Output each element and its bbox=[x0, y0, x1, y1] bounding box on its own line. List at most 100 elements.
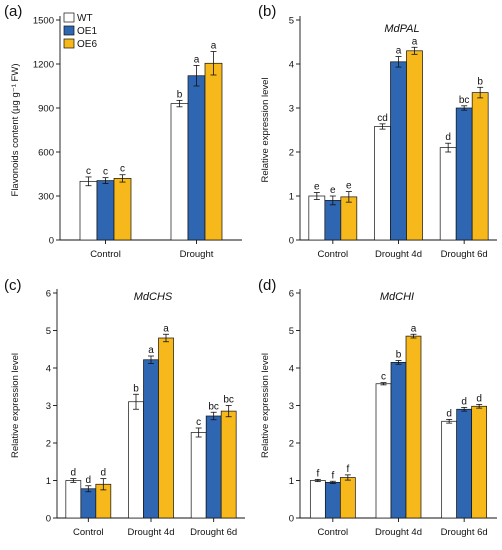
significance-letter: a bbox=[412, 36, 418, 47]
bar-oe6 bbox=[340, 196, 358, 241]
bar-oe6 bbox=[339, 477, 356, 519]
bar-oe1 bbox=[390, 362, 407, 519]
bar-oe1 bbox=[456, 408, 473, 519]
significance-letter: b bbox=[477, 76, 483, 87]
y-tick-label: 1 bbox=[289, 192, 294, 203]
x-tick-label: Drought 4d bbox=[375, 249, 422, 260]
significance-letter: c bbox=[120, 164, 125, 175]
significance-letter: d bbox=[101, 468, 107, 479]
significance-letter: d bbox=[446, 408, 452, 419]
significance-letter: e bbox=[330, 185, 336, 196]
significance-letter: f bbox=[331, 470, 334, 481]
bar-oe1 bbox=[80, 488, 97, 519]
significance-letter: b bbox=[177, 89, 183, 100]
y-tick-label: 0 bbox=[46, 514, 51, 525]
bar-oe1 bbox=[324, 482, 341, 519]
significance-letter: d bbox=[461, 396, 467, 407]
panel-a: (a) Flavonoids content (µg g⁻¹ FW) 0 300 600… bbox=[4, 3, 242, 260]
bar-oe1 bbox=[324, 200, 342, 241]
y-axis-label: Relative expression level bbox=[260, 77, 271, 182]
chart-title: MdCHS bbox=[134, 291, 173, 303]
legend-label: OE1 bbox=[77, 26, 97, 37]
x-tick-label: Control bbox=[73, 527, 104, 538]
x-tick-label: Drought 4d bbox=[127, 527, 174, 538]
bar-oe1 bbox=[187, 75, 206, 241]
bar-wt bbox=[309, 480, 326, 519]
x-tick-label: Drought 6d bbox=[441, 527, 488, 538]
y-tick-label: 0 bbox=[289, 236, 294, 247]
significance-letter: bc bbox=[223, 395, 234, 406]
x-tick-label: Drought 4d bbox=[375, 527, 422, 538]
y-tick-label: 5 bbox=[289, 326, 294, 337]
significance-letter: c bbox=[196, 417, 201, 428]
y-tick-label: 1200 bbox=[33, 60, 54, 71]
bar-oe6 bbox=[113, 178, 132, 241]
bar-oe6 bbox=[220, 410, 237, 519]
legend: WT OE1 OE6 bbox=[63, 12, 97, 50]
significance-letter: d bbox=[86, 475, 92, 486]
y-tick-label: 1 bbox=[46, 476, 51, 487]
bar-oe6 bbox=[406, 50, 423, 241]
significance-letter: c bbox=[381, 372, 386, 383]
bar-wt bbox=[439, 147, 457, 241]
bar-oe6 bbox=[158, 337, 174, 519]
y-tick-label: 0 bbox=[49, 236, 54, 247]
significance-letter: bc bbox=[459, 95, 470, 106]
bar-oe6 bbox=[471, 92, 489, 241]
significance-letter: a bbox=[194, 54, 200, 65]
bar-wt bbox=[308, 195, 326, 241]
significance-letter: c bbox=[103, 167, 108, 178]
x-tick-label: Drought 6d bbox=[441, 249, 488, 260]
y-tick-label: 300 bbox=[38, 192, 54, 203]
y-tick-label: 4 bbox=[289, 364, 294, 375]
bar-oe1 bbox=[205, 415, 222, 519]
bar-oe6 bbox=[471, 405, 488, 519]
significance-letter: d bbox=[445, 132, 451, 143]
chart-title: MdPAL bbox=[384, 23, 419, 35]
bar-oe6 bbox=[405, 335, 422, 519]
y-tick-label: 2 bbox=[289, 148, 294, 159]
significance-letter: c bbox=[86, 166, 91, 177]
y-tick-label: 6 bbox=[289, 289, 294, 300]
bar-oe1 bbox=[96, 180, 115, 241]
bar-wt bbox=[374, 126, 391, 241]
legend-label: OE6 bbox=[77, 39, 97, 50]
significance-letter: f bbox=[316, 468, 319, 479]
y-tick-label: 0 bbox=[289, 514, 294, 525]
y-tick-label: 4 bbox=[46, 364, 51, 375]
panel-c: (c) MdCHS Relative expression level 0 1 2 3 4 5 6… bbox=[4, 277, 245, 538]
bar-oe1 bbox=[455, 107, 473, 241]
y-tick-label: 6 bbox=[46, 289, 51, 300]
significance-letter: f bbox=[346, 464, 349, 475]
significance-letter: b bbox=[133, 383, 139, 394]
y-tick-label: 1 bbox=[289, 476, 294, 487]
y-axis-label: Relative expression level bbox=[260, 353, 271, 458]
significance-letter: cd bbox=[377, 113, 388, 124]
significance-letter: a bbox=[411, 323, 417, 334]
bar-oe1 bbox=[390, 61, 407, 241]
significance-letter: a bbox=[163, 323, 169, 334]
y-tick-label: 1500 bbox=[33, 16, 54, 27]
bar-wt bbox=[128, 401, 144, 519]
panel-b: (b) MdPAL Relative expression level 0 1 2 3 4 5 C… bbox=[258, 3, 497, 260]
panel-label: (a) bbox=[4, 3, 22, 20]
bar-wt bbox=[65, 480, 82, 519]
x-tick-label: Drought bbox=[180, 249, 214, 260]
significance-letter: b bbox=[396, 350, 402, 361]
x-tick-label: Control bbox=[318, 249, 349, 260]
y-tick-label: 2 bbox=[46, 439, 51, 450]
bar-oe1 bbox=[143, 359, 159, 519]
x-tick-label: Drought 6d bbox=[190, 527, 237, 538]
significance-letter: e bbox=[314, 181, 320, 192]
panel-d: (d) MdCHI Relative expression level 0 1 2 3 4 5 6… bbox=[258, 277, 497, 538]
bar-wt bbox=[190, 432, 207, 519]
bar-wt bbox=[441, 420, 458, 519]
y-tick-label: 900 bbox=[38, 104, 54, 115]
y-axis-label: Relative expression level bbox=[10, 353, 21, 458]
panel-label: (c) bbox=[4, 277, 22, 294]
bar-wt bbox=[375, 383, 392, 519]
bar-oe6 bbox=[204, 62, 223, 241]
significance-letter: a bbox=[396, 46, 402, 57]
significance-letter: d bbox=[71, 468, 77, 479]
